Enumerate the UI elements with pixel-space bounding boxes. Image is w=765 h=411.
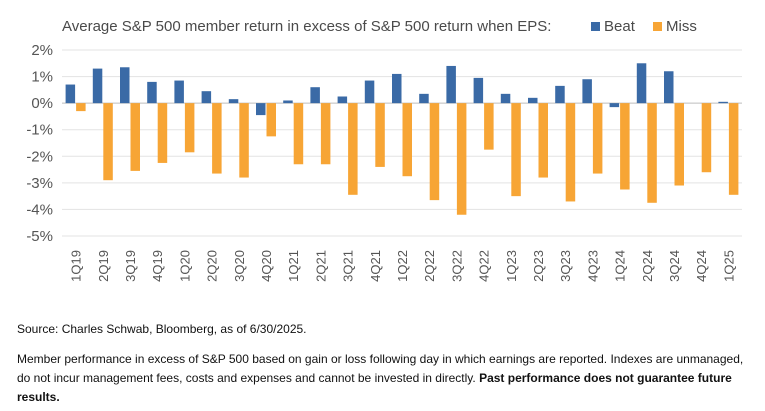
bar-miss (76, 103, 86, 112)
bar-beat (636, 63, 647, 104)
bar-miss (511, 103, 521, 197)
bar-beat (65, 84, 76, 104)
bar-beat (419, 93, 429, 104)
bar-beat (528, 97, 538, 104)
bar-miss (212, 103, 222, 174)
y-tick-label: 0% (31, 95, 53, 112)
bar-miss (103, 103, 113, 181)
bar-beat (310, 87, 320, 104)
x-tick-label: 2Q22 (422, 250, 437, 282)
bar-beat (201, 91, 212, 104)
bar-beat (147, 81, 157, 104)
x-tick-label: 1Q23 (504, 250, 519, 282)
bar-miss (293, 103, 304, 165)
bar-beat (337, 96, 348, 104)
bar-beat (92, 68, 103, 104)
x-tick-label: 1Q21 (286, 250, 301, 282)
x-axis: 1Q19 2Q19 3Q19 4Q19 1Q20 2Q20 3Q20 4Q20 1Q21 2Q21… (69, 250, 737, 282)
bar-beat (120, 67, 130, 104)
bar-miss (538, 103, 548, 178)
disclaimer-note: Member performance in excess of S&P 500 … (17, 350, 753, 407)
y-axis: 2% 1% 0% -1% -2% -3% -4% -5% (26, 42, 53, 245)
bar-miss (348, 103, 358, 195)
legend-label-beat: Beat (604, 18, 636, 35)
x-tick-label: 3Q22 (449, 250, 464, 282)
bar-miss (130, 103, 140, 171)
bar-beat (174, 80, 184, 104)
source-note: Source: Charles Schwab, Bloomberg, as of… (17, 322, 307, 336)
bar-miss (266, 103, 276, 137)
bar-miss (157, 103, 168, 163)
bar-beat (609, 103, 620, 108)
bar-miss (402, 103, 412, 177)
bar-beat (500, 93, 511, 104)
y-tick-label: -3% (26, 175, 53, 192)
bar-miss (320, 103, 331, 165)
bar-beat (664, 71, 674, 104)
bar-beat (256, 103, 266, 116)
bar-miss (728, 103, 739, 195)
chart: 2%1%0%-1%-2%-3%-4%-5% 1Q19 2Q19 3Q19 4Q19 1Q… (26, 18, 742, 282)
bar-beat (283, 100, 293, 104)
bar-beat (228, 99, 239, 104)
x-tick-label: 3Q20 (232, 250, 247, 282)
x-tick-label: 1Q25 (721, 250, 736, 282)
bar-miss (565, 103, 576, 202)
x-tick-label: 4Q21 (368, 250, 383, 282)
x-tick-label: 1Q20 (177, 250, 192, 282)
x-tick-label: 2Q19 (96, 250, 111, 282)
x-tick-label: 3Q24 (667, 250, 682, 282)
bars (65, 63, 739, 215)
y-tick-label: -2% (26, 148, 53, 165)
bar-miss (647, 103, 657, 203)
x-tick-label: 3Q19 (123, 250, 138, 282)
x-tick-label: 2Q21 (313, 250, 328, 282)
bar-miss (674, 103, 684, 186)
chart-header: Average S&P 500 member return in excess … (62, 18, 697, 35)
bar-beat (473, 77, 484, 104)
bar-miss (456, 103, 467, 215)
x-tick-label: 4Q19 (150, 250, 165, 282)
bar-miss (484, 103, 494, 150)
disclaimer-bold-text: Past performance does not guarantee futu… (17, 371, 732, 404)
x-tick-label: 3Q23 (558, 250, 573, 282)
x-tick-label: 1Q24 (613, 250, 628, 282)
bar-beat (555, 85, 565, 104)
y-tick-label: -5% (26, 228, 53, 245)
bar-miss (239, 103, 249, 178)
x-tick-label: 2Q23 (531, 250, 546, 282)
chart-title: Average S&P 500 member return in excess … (62, 18, 551, 35)
y-tick-label: -1% (26, 122, 53, 139)
y-tick-label: -4% (26, 201, 53, 218)
legend-swatch-beat (591, 22, 600, 31)
x-tick-label: 4Q22 (477, 250, 492, 282)
bar-miss (701, 103, 712, 173)
x-tick-label: 1Q19 (69, 250, 84, 282)
x-tick-label: 4Q24 (694, 250, 709, 282)
x-tick-label: 4Q20 (259, 250, 274, 282)
y-tick-label: 1% (31, 69, 53, 86)
x-tick-label: 1Q22 (395, 250, 410, 282)
x-tick-label: 2Q20 (205, 250, 220, 282)
bar-miss (184, 103, 195, 153)
y-tick-label: 2% (31, 42, 53, 59)
bar-beat (446, 65, 456, 104)
x-tick-label: 4Q23 (585, 250, 600, 282)
legend-swatch-miss (653, 22, 662, 31)
legend-label-miss: Miss (666, 18, 697, 35)
bar-beat (392, 73, 402, 104)
bar-miss (620, 103, 630, 190)
bar-beat (364, 80, 375, 104)
bar-beat (582, 79, 592, 104)
disclaimer-text: Member performance in excess of S&P 500 … (17, 352, 744, 385)
x-tick-label: 2Q24 (640, 250, 655, 282)
bar-miss (429, 103, 440, 201)
x-tick-label: 3Q21 (341, 250, 356, 282)
bar-beat (718, 101, 728, 104)
bar-miss (375, 103, 385, 167)
bar-miss (592, 103, 603, 174)
